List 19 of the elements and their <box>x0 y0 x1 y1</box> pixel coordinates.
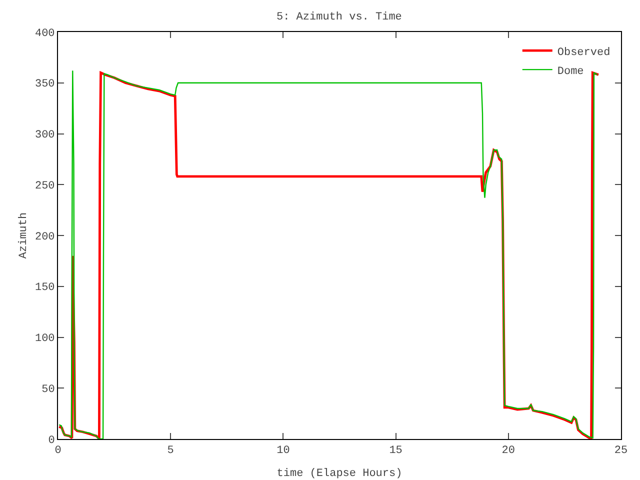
y-tick-label: 150 <box>34 282 55 294</box>
y-tick-label: 50 <box>42 384 55 396</box>
x-tick-label: 25 <box>614 445 628 458</box>
legend-label: Dome <box>557 66 584 78</box>
y-tick-label: 0 <box>48 434 55 447</box>
y-tick-label: 300 <box>34 130 55 142</box>
y-tick-label: 200 <box>34 231 55 244</box>
y-tick-label: 250 <box>34 180 55 192</box>
x-tick-label: 20 <box>502 445 515 458</box>
x-axis-title: time (Elapse Hours) <box>276 468 402 480</box>
x-tick-label: 10 <box>276 445 290 458</box>
x-tick-label: 15 <box>389 445 402 458</box>
y-tick-label: 350 <box>34 78 55 91</box>
x-tick-label: 5 <box>167 445 174 458</box>
chart-title: 5: Azimuth vs. Time <box>276 12 402 24</box>
legend-label: Observed <box>557 46 610 59</box>
y-axis-title: Azimuth <box>18 212 30 259</box>
y-tick-label: 400 <box>34 28 55 40</box>
y-tick-label: 100 <box>34 333 55 346</box>
